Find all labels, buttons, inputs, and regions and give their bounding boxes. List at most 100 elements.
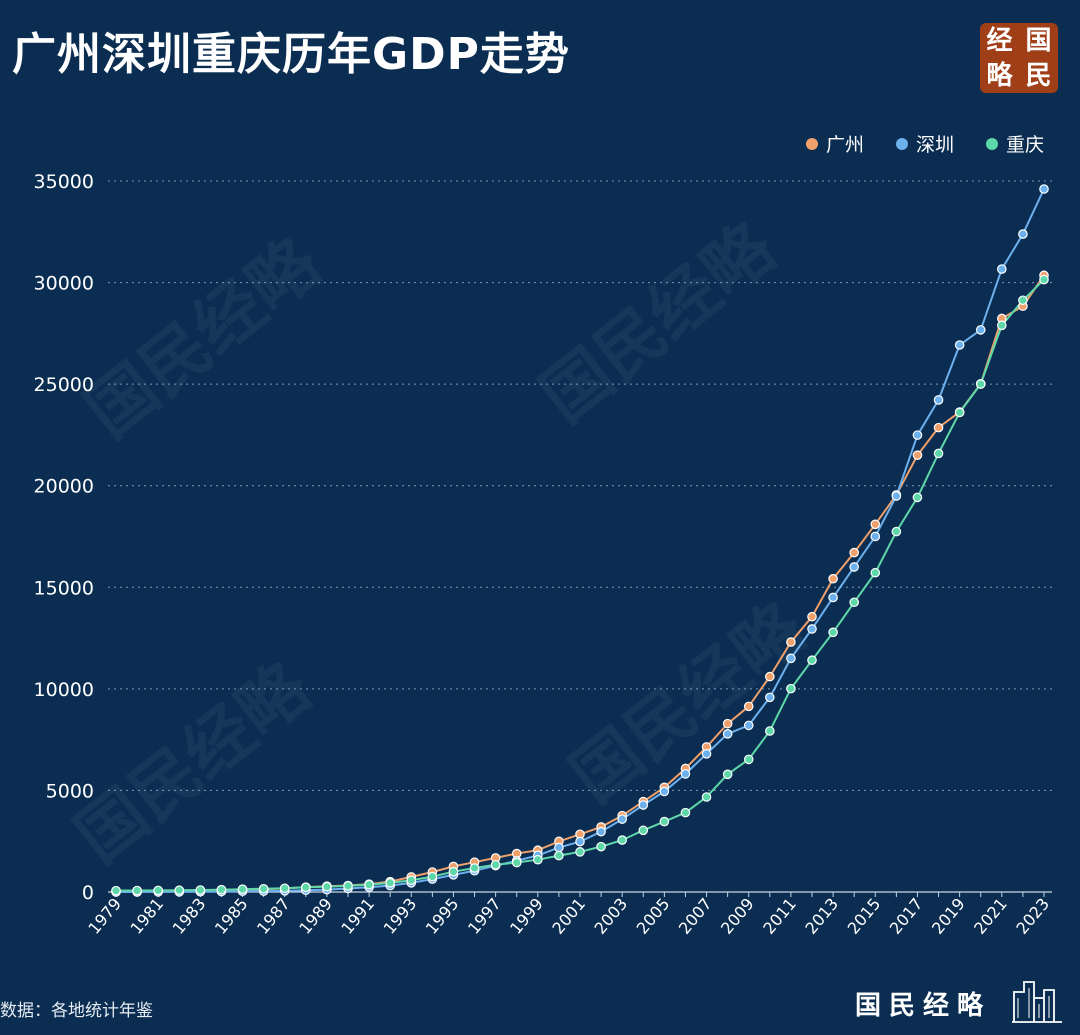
data-point <box>575 847 585 857</box>
legend-marker <box>806 138 818 150</box>
data-point <box>596 826 606 837</box>
data-point <box>1039 274 1049 285</box>
x-tick-label: 2017 <box>886 894 927 937</box>
logo-char: 国 <box>1025 25 1052 56</box>
x-tick-label: 2021 <box>970 894 1011 937</box>
data-point <box>828 592 838 603</box>
data-point <box>786 683 796 694</box>
logo-char: 民 <box>1025 60 1052 91</box>
y-tick-label: 15000 <box>34 577 94 599</box>
x-tick-label: 2001 <box>548 894 589 937</box>
y-tick-label: 30000 <box>34 273 94 295</box>
data-point <box>406 875 417 886</box>
data-point <box>680 807 691 818</box>
data-point <box>954 340 965 350</box>
series <box>111 184 1049 897</box>
data-point <box>575 836 585 847</box>
x-tick-label: 2007 <box>675 894 716 937</box>
page-title: 广州深圳重庆历年GDP走势 <box>12 29 570 80</box>
data-point <box>912 450 923 460</box>
legend: 广州 深圳 重庆 <box>806 134 1044 156</box>
x-tick-label: 2023 <box>1012 894 1053 937</box>
y-tick-label: 25000 <box>34 374 94 396</box>
legend-marker <box>896 138 908 150</box>
data-point <box>132 885 142 896</box>
y-tick-label: 10000 <box>34 679 94 701</box>
data-point <box>765 692 775 703</box>
x-tick-label: 1981 <box>127 894 168 937</box>
x-tick-label: 2015 <box>844 894 885 937</box>
data-point <box>954 407 965 418</box>
footer-brand: 国民经略 <box>855 991 992 1021</box>
data-source-note: 数据：各地统计年鉴 <box>0 1001 153 1021</box>
data-point <box>975 325 986 335</box>
data-point <box>490 859 501 870</box>
data-point <box>701 792 712 802</box>
gdp-line-chart: 国民经略 国民经略 国民经略 国民经略 0 5000 10000 15000 20000… <box>34 134 1054 938</box>
x-tick-label: 1991 <box>337 894 378 937</box>
logo-char: 经 <box>986 25 1013 56</box>
legend-marker <box>986 138 998 150</box>
x-tick-label: 1983 <box>169 894 210 937</box>
x-tick-label: 2009 <box>717 894 758 937</box>
data-point <box>870 531 881 542</box>
x-tick-label: 1989 <box>295 894 336 937</box>
data-point <box>638 825 649 836</box>
data-point <box>301 882 311 893</box>
data-point <box>743 720 754 731</box>
data-point <box>1018 295 1028 306</box>
x-tick-label: 2013 <box>801 894 842 937</box>
data-point <box>849 562 859 572</box>
data-point <box>216 884 227 895</box>
data-point <box>638 800 649 810</box>
data-point <box>997 320 1007 331</box>
data-point <box>617 835 627 845</box>
watermark-text: 国民经略 <box>556 587 820 818</box>
data-point <box>322 881 332 892</box>
data-point <box>722 718 733 729</box>
x-tick-label: 2003 <box>591 894 632 937</box>
legend-label: 深圳 <box>916 134 954 156</box>
data-point <box>153 885 163 896</box>
watermark-text: 国民经略 <box>71 222 335 453</box>
data-point <box>828 573 838 584</box>
data-point <box>870 567 881 578</box>
data-point <box>427 871 438 882</box>
data-point <box>933 395 944 405</box>
data-point <box>828 627 838 638</box>
data-point <box>912 492 923 503</box>
data-point <box>448 866 459 877</box>
data-point <box>385 878 395 888</box>
data-point <box>596 841 606 852</box>
data-point <box>765 671 775 682</box>
data-point <box>237 884 248 894</box>
data-point <box>195 885 206 895</box>
watermark-text: 国民经略 <box>526 207 790 438</box>
x-tick-label: 1987 <box>253 894 294 937</box>
data-point <box>975 379 986 389</box>
x-tick-label: 1995 <box>422 894 463 937</box>
data-point <box>807 611 817 622</box>
watermark-text: 国民经略 <box>61 647 325 878</box>
x-tick-label: 2005 <box>633 894 674 937</box>
y-tick-label: 0 <box>82 882 94 904</box>
data-point <box>554 842 564 853</box>
legend-label: 重庆 <box>1006 134 1044 156</box>
x-tick-label: 1997 <box>464 894 505 937</box>
data-point <box>701 749 712 759</box>
data-point <box>743 701 754 712</box>
data-point <box>849 547 859 558</box>
data-point <box>554 850 564 861</box>
grid <box>108 180 1052 791</box>
data-point <box>933 448 944 459</box>
data-point <box>912 430 923 440</box>
data-point <box>891 526 902 537</box>
building-icon <box>1012 981 1062 1023</box>
x-tick-label: 2011 <box>759 894 800 937</box>
data-point <box>891 491 902 501</box>
data-point <box>174 885 185 896</box>
data-point <box>807 624 817 634</box>
data-point <box>743 754 754 765</box>
data-point <box>680 769 691 779</box>
